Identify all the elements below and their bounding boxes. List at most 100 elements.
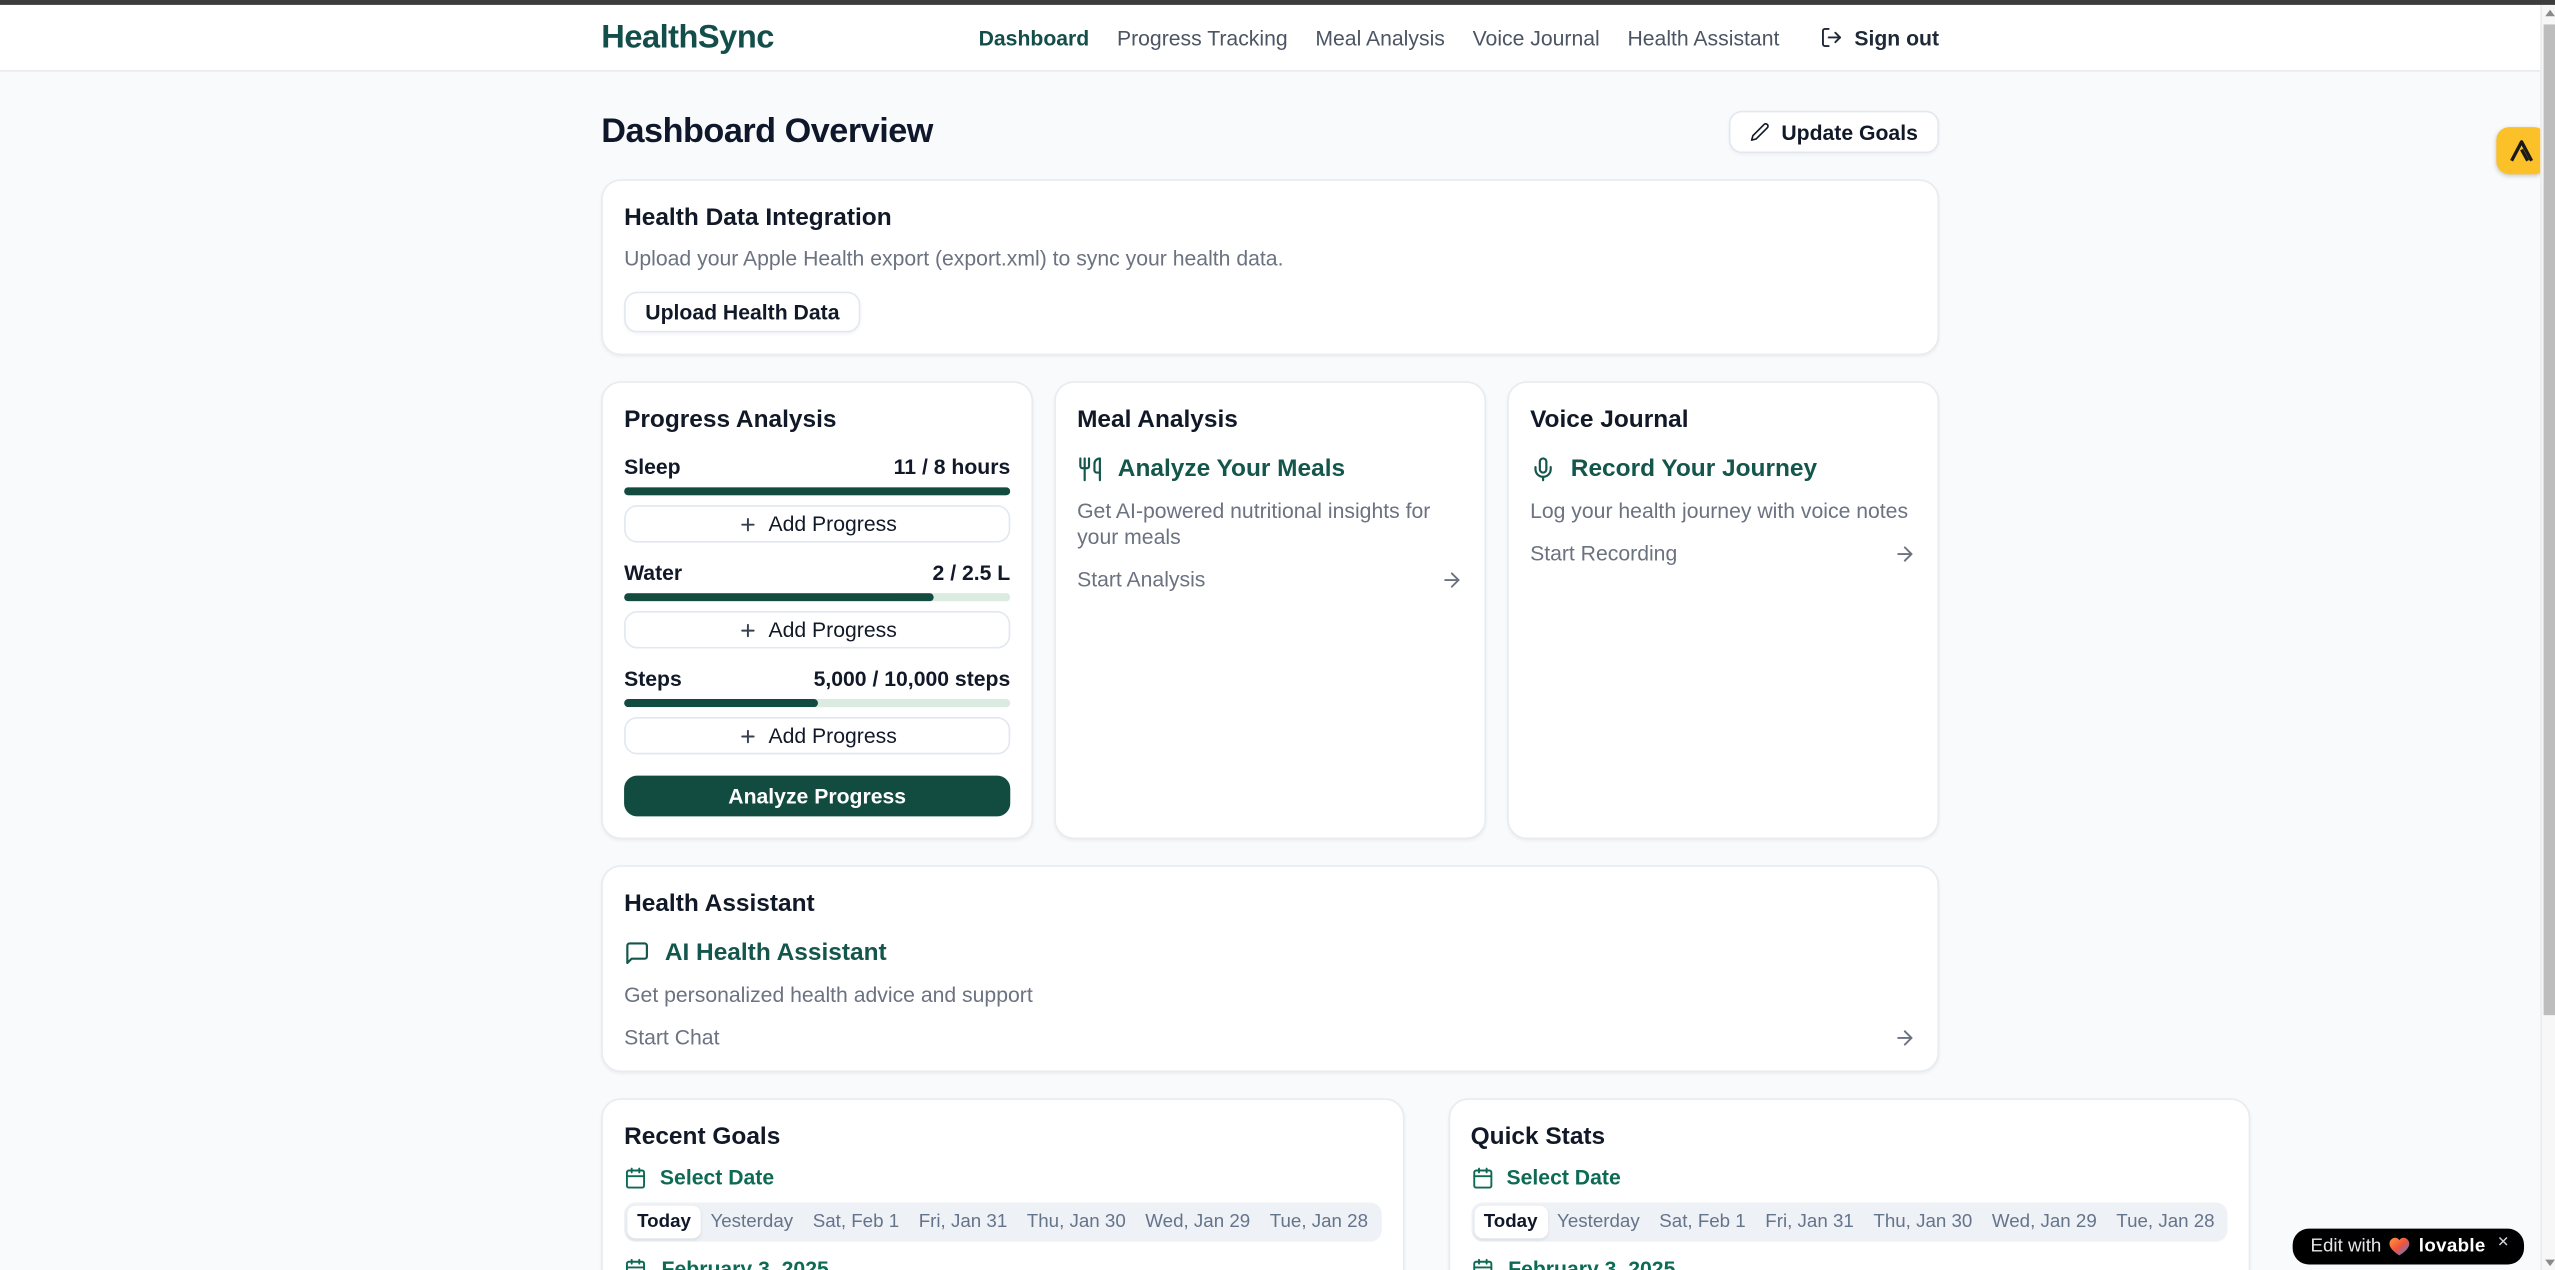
upload-health-data-button[interactable]: Upload Health Data: [624, 291, 861, 333]
record-your-journey-link[interactable]: Record Your Journey: [1530, 455, 1916, 482]
plus-icon: [740, 623, 754, 637]
scrollbar-down-arrow[interactable]: [2542, 1255, 2555, 1270]
brand-logo: HealthSync: [601, 18, 774, 55]
arrow-right-icon: [1897, 545, 1913, 561]
metric-sleep-label: Sleep: [624, 454, 681, 480]
tab-wed-jan-29[interactable]: Wed, Jan 29: [1991, 1212, 2097, 1232]
voice-journal-description: Log your health journey with voice notes: [1530, 498, 1909, 524]
tab-today[interactable]: Today: [1473, 1205, 1548, 1239]
page-title: Dashboard Overview: [601, 112, 933, 150]
main-content: Dashboard Overview Update Goals Health D…: [0, 72, 2540, 1270]
calendar-icon: [625, 1258, 645, 1270]
metric-steps-label: Steps: [624, 666, 682, 691]
scrollbar-up-arrow[interactable]: [2542, 5, 2555, 21]
health-data-integration-card: Health Data Integration Upload your Appl…: [601, 179, 1940, 356]
scrollbar-thumb[interactable]: [2543, 24, 2555, 1016]
tab-fri-jan-31[interactable]: Fri, Jan 31: [918, 1212, 1008, 1232]
recent-goals-card: Recent Goals Select Date Today Yesterday…: [601, 1098, 1404, 1270]
analyze-progress-button[interactable]: Analyze Progress: [624, 775, 1011, 817]
tab-sat-feb-1[interactable]: Sat, Feb 1: [812, 1212, 900, 1232]
tab-fri-jan-31[interactable]: Fri, Jan 31: [1765, 1212, 1854, 1232]
vertical-scrollbar[interactable]: [2540, 4, 2555, 1270]
metric-water: Water 2 / 2.5 L Add Progress: [624, 560, 1011, 649]
main-nav: Dashboard Progress Tracking Meal Analysi…: [979, 25, 1939, 49]
analyze-your-meals-link[interactable]: Analyze Your Meals: [1077, 455, 1463, 482]
progress-analysis-card: Progress Analysis Sleep 11 / 8 hours Add…: [601, 381, 1034, 840]
sign-out-label: Sign out: [1854, 25, 1940, 50]
lovable-mark-icon: [2510, 140, 2534, 162]
quick-stats-date-tabs: Today Yesterday Sat, Feb 1 Fri, Jan 31 T…: [1470, 1202, 2228, 1242]
tab-thu-jan-30[interactable]: Thu, Jan 30: [1026, 1212, 1126, 1232]
integration-title: Health Data Integration: [624, 203, 892, 232]
arrow-right-icon: [1897, 1029, 1913, 1045]
recent-goals-title: Recent Goals: [624, 1122, 781, 1151]
health-assistant-title: Health Assistant: [624, 889, 815, 918]
nav-item-voice-journal[interactable]: Voice Journal: [1472, 25, 1600, 50]
recent-goals-selected-date[interactable]: February 3, 2025: [624, 1256, 1381, 1270]
top-strip: [0, 0, 2555, 5]
add-progress-sleep-button[interactable]: Add Progress: [624, 505, 1011, 543]
pencil-icon: [1751, 123, 1770, 141]
tab-wed-jan-29[interactable]: Wed, Jan 29: [1145, 1212, 1251, 1232]
tab-tue-jan-28[interactable]: Tue, Jan 28: [1269, 1212, 1369, 1232]
quick-stats-select-date[interactable]: Select Date: [1471, 1165, 2228, 1190]
tab-yesterday[interactable]: Yesterday: [710, 1212, 794, 1232]
plus-icon: [740, 517, 754, 531]
quick-stats-card: Quick Stats Select Date Today Yesterday …: [1447, 1098, 2251, 1270]
health-assistant-card: Health Assistant AI Health Assistant Get…: [601, 865, 1940, 1073]
nav-item-progress-tracking[interactable]: Progress Tracking: [1116, 25, 1288, 50]
recent-goals-date-tabs: Today Yesterday Sat, Feb 1 Fri, Jan 31 T…: [624, 1202, 1382, 1242]
meal-analysis-description: Get AI-powered nutritional insights for …: [1077, 498, 1431, 550]
microphone-icon: [1534, 456, 1552, 481]
metric-sleep: Sleep 11 / 8 hours Add Progress: [624, 454, 1011, 543]
start-chat-link[interactable]: Start Chat: [624, 1025, 1916, 1049]
start-recording-link[interactable]: Start Recording: [1530, 541, 1916, 565]
add-progress-water-button[interactable]: Add Progress: [624, 611, 1011, 649]
tab-sat-feb-1[interactable]: Sat, Feb 1: [1659, 1212, 1746, 1232]
utensils-icon: [1079, 456, 1101, 481]
plus-icon: [740, 729, 754, 743]
calendar-icon: [625, 1166, 645, 1188]
edit-with-lovable-badge[interactable]: Edit with lovable ✕: [2292, 1228, 2525, 1265]
quick-stats-title: Quick Stats: [1470, 1122, 1606, 1151]
recent-goals-select-date[interactable]: Select Date: [624, 1165, 1381, 1190]
meal-analysis-card: Meal Analysis Analyze Your Meals Get AI-…: [1054, 381, 1487, 840]
health-assistant-description: Get personalized health advice and suppo…: [624, 982, 1033, 1008]
lovable-editor-button[interactable]: [2496, 127, 2547, 175]
water-progress-bar: [624, 593, 1011, 602]
progress-analysis-title: Progress Analysis: [624, 405, 837, 434]
voice-journal-card: Voice Journal Record Your Journey Log yo…: [1507, 381, 1940, 840]
add-progress-steps-button[interactable]: Add Progress: [624, 716, 1011, 755]
badge-close-icon[interactable]: ✕: [2497, 1233, 2510, 1250]
tab-thu-jan-30[interactable]: Thu, Jan 30: [1873, 1212, 1973, 1232]
metric-sleep-value: 11 / 8 hours: [893, 454, 1011, 480]
nav-item-health-assistant[interactable]: Health Assistant: [1627, 25, 1780, 50]
calendar-icon: [1472, 1166, 1492, 1188]
tab-yesterday[interactable]: Yesterday: [1557, 1212, 1640, 1232]
calendar-icon: [1472, 1258, 1492, 1270]
metric-steps: Steps 5,000 / 10,000 steps Add Progress: [624, 666, 1011, 755]
quick-stats-selected-date[interactable]: February 3, 2025: [1471, 1256, 2228, 1270]
voice-journal-title: Voice Journal: [1530, 405, 1689, 434]
chat-bubble-icon: [626, 941, 648, 964]
start-analysis-link[interactable]: Start Analysis: [1077, 567, 1463, 591]
ai-health-assistant-link[interactable]: AI Health Assistant: [624, 939, 1916, 966]
nav-item-dashboard[interactable]: Dashboard: [978, 25, 1090, 50]
header: HealthSync Dashboard Progress Tracking M…: [0, 4, 2541, 72]
metric-steps-value: 5,000 / 10,000 steps: [813, 666, 1011, 691]
sleep-progress-bar: [624, 487, 1011, 496]
update-goals-button[interactable]: Update Goals: [1729, 110, 1940, 154]
nav-item-meal-analysis[interactable]: Meal Analysis: [1315, 25, 1445, 50]
sign-out-button[interactable]: Sign out: [1820, 25, 1940, 50]
integration-description: Upload your Apple Health export (export.…: [624, 246, 1284, 271]
steps-progress-bar: [624, 699, 1011, 708]
tab-tue-jan-28[interactable]: Tue, Jan 28: [2116, 1212, 2215, 1232]
meal-analysis-title: Meal Analysis: [1077, 405, 1238, 434]
arrow-right-icon: [1444, 571, 1460, 587]
tab-today[interactable]: Today: [627, 1205, 701, 1239]
log-out-icon: [1822, 27, 1842, 47]
metric-water-label: Water: [624, 560, 683, 585]
metric-water-value: 2 / 2.5 L: [932, 560, 1011, 585]
heart-icon: [2390, 1237, 2410, 1256]
